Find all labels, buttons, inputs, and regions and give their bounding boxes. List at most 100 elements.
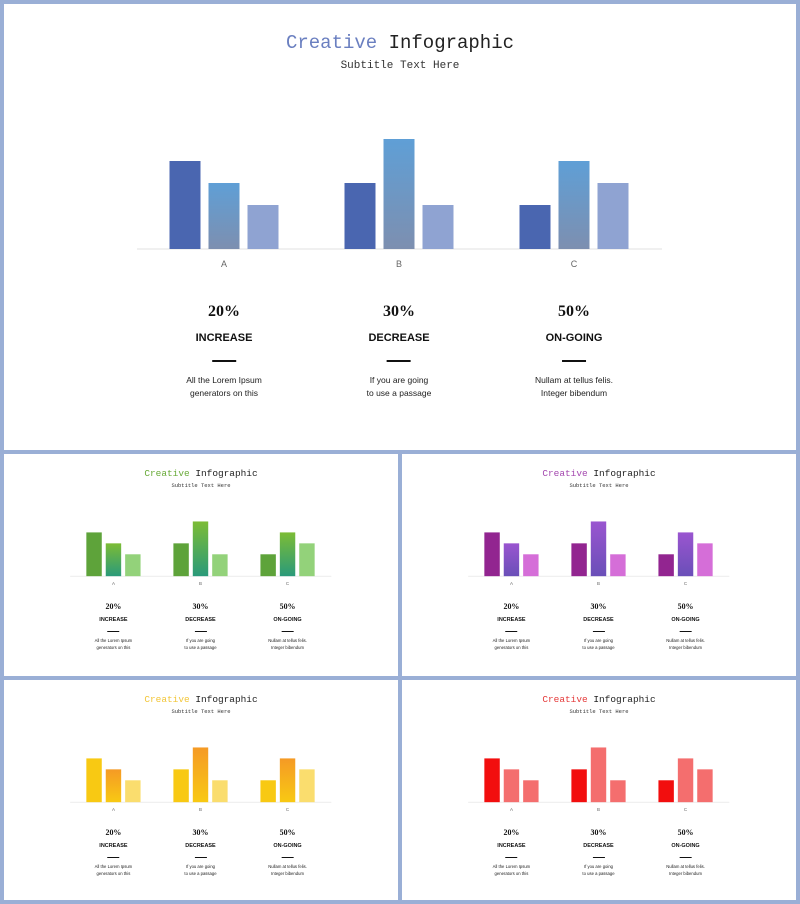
stat-divider	[387, 360, 411, 362]
stat-label: DECREASE	[368, 332, 430, 344]
bar-c-3	[597, 183, 629, 249]
stat-label: DECREASE	[185, 843, 216, 850]
stat-percent: 20%	[105, 602, 122, 612]
stat-label: INCREASE	[195, 332, 253, 344]
stat-description-line: Nullam at tellus felis.	[535, 375, 613, 385]
stat-divider	[281, 857, 294, 859]
stat-description: If you are going to use a passage	[367, 374, 432, 400]
x-tick-label: C	[286, 581, 290, 586]
slide-red: Creative Infographic Subtitle Text Here A B…	[402, 680, 796, 900]
stat-label: ON-GOING	[545, 332, 603, 344]
stat-description-line: to use a passage	[184, 644, 217, 650]
slide-title: Creative Infographic	[4, 468, 398, 479]
x-tick-label: B	[396, 259, 402, 269]
stat-percent: 20%	[208, 303, 240, 320]
slide-title: Creative Infographic	[402, 468, 796, 479]
bar-b-1	[571, 769, 587, 802]
stat-percent: 50%	[279, 828, 296, 838]
bar-chart: A B C	[70, 521, 332, 586]
bar-c-1	[260, 779, 276, 802]
stat-description-line: Nullam at tellus felis.	[666, 864, 705, 870]
stat-block: 50% ON-GOING Nullam at tellus felis. Intege…	[535, 302, 613, 400]
bar-a-2	[503, 543, 520, 576]
stat-divider	[107, 631, 120, 633]
x-tick-label: B	[597, 581, 600, 586]
bar-a-2	[208, 183, 240, 249]
stat-block: 20% INCREASE All the Lorem Ipsum generators…	[493, 828, 531, 877]
stat-divider	[281, 631, 294, 633]
bar-c-2	[677, 758, 694, 802]
slide-yellow: Creative Infographic Subtitle Text Here A B…	[4, 680, 398, 900]
slide-subtitle: Subtitle Text Here	[569, 707, 629, 715]
stat-description-line: generators on this	[96, 870, 131, 876]
stat-block: 30% DECREASE If you are going to use a pass…	[582, 602, 614, 651]
x-tick-label: A	[510, 581, 513, 586]
stat-description-line: If you are going	[583, 864, 614, 870]
bar-b-2	[590, 747, 607, 802]
stat-description-line: If you are going	[583, 638, 614, 644]
bar-a-2	[503, 769, 520, 802]
stat-label: INCREASE	[99, 843, 128, 850]
stat-description: If you are going to use a passage	[184, 864, 216, 877]
stat-description: Nullam at tellus felis. Integer bibendum	[666, 864, 705, 877]
bar-a-1	[86, 532, 102, 576]
stat-description-line: All the Lorem Ipsum	[492, 638, 531, 644]
stat-description-line: generators on this	[494, 870, 529, 876]
stat-description-line: All the Lorem Ipsum	[94, 638, 133, 644]
x-tick-label: C	[684, 807, 688, 812]
stat-percent: 30%	[590, 602, 607, 612]
stat-divider	[194, 631, 207, 633]
stat-block: 30% DECREASE If you are going to use a pass…	[184, 602, 216, 651]
bar-a-3	[125, 779, 141, 802]
stat-description-line: Nullam at tellus felis.	[268, 864, 307, 870]
stat-description: Nullam at tellus felis. Integer bibendum	[666, 638, 705, 651]
bar-b-2	[383, 139, 415, 249]
stat-label: ON-GOING	[273, 843, 302, 850]
stat-label: DECREASE	[583, 843, 614, 850]
stat-label: INCREASE	[99, 617, 128, 624]
stat-description: If you are going to use a passage	[184, 638, 216, 651]
x-tick-label: B	[199, 807, 202, 812]
stat-block: 30% DECREASE If you are going to use a pass…	[582, 828, 614, 877]
bar-chart: A B C	[468, 747, 730, 812]
stat-label: DECREASE	[185, 617, 216, 624]
stat-description: All the Lorem Ipsum generators on this	[493, 864, 531, 877]
bar-a-2	[105, 543, 122, 576]
stat-percent: 50%	[279, 602, 296, 612]
bar-b-1	[571, 543, 587, 576]
stat-description-line: All the Lorem Ipsum	[186, 375, 262, 385]
stat-description-line: Integer bibendum	[540, 388, 608, 398]
stat-description: Nullam at tellus felis. Integer bibendum	[268, 638, 307, 651]
stat-divider	[679, 857, 692, 859]
bar-c-1	[658, 779, 674, 802]
stat-description-line: Nullam at tellus felis.	[666, 638, 705, 644]
stat-block: 20% INCREASE All the Lorem Ipsum generators…	[493, 602, 531, 651]
title-accent-word: Creative	[144, 693, 190, 705]
bar-b-1	[173, 769, 189, 802]
stat-description-line: Integer bibendum	[271, 870, 304, 876]
stat-percent: 30%	[192, 828, 209, 838]
stat-description: If you are going to use a passage	[582, 638, 614, 651]
stat-description-line: to use a passage	[366, 388, 432, 398]
stat-description-line: to use a passage	[582, 870, 615, 876]
stat-divider	[194, 857, 207, 859]
stat-description-line: generators on this	[189, 388, 259, 398]
bar-a-1	[484, 758, 500, 802]
stat-label: ON-GOING	[671, 617, 700, 624]
bar-b-1	[173, 543, 189, 576]
stat-description-line: If you are going	[185, 864, 216, 870]
bar-c-3	[697, 769, 713, 802]
stat-divider	[592, 631, 605, 633]
bar-b-2	[192, 747, 209, 802]
slide-title: Creative Infographic	[4, 32, 796, 54]
stat-percent: 30%	[590, 828, 607, 838]
stat-divider	[505, 857, 518, 859]
title-accent-word: Creative	[285, 32, 378, 54]
stat-description: Nullam at tellus felis. Integer bibendum	[268, 864, 307, 877]
title-word: Infographic	[388, 32, 515, 54]
title-word: Infographic	[593, 693, 656, 705]
title-accent-word: Creative	[542, 693, 588, 705]
bar-a-3	[523, 553, 539, 576]
stat-label: ON-GOING	[273, 617, 302, 624]
bar-a-1	[169, 161, 201, 249]
